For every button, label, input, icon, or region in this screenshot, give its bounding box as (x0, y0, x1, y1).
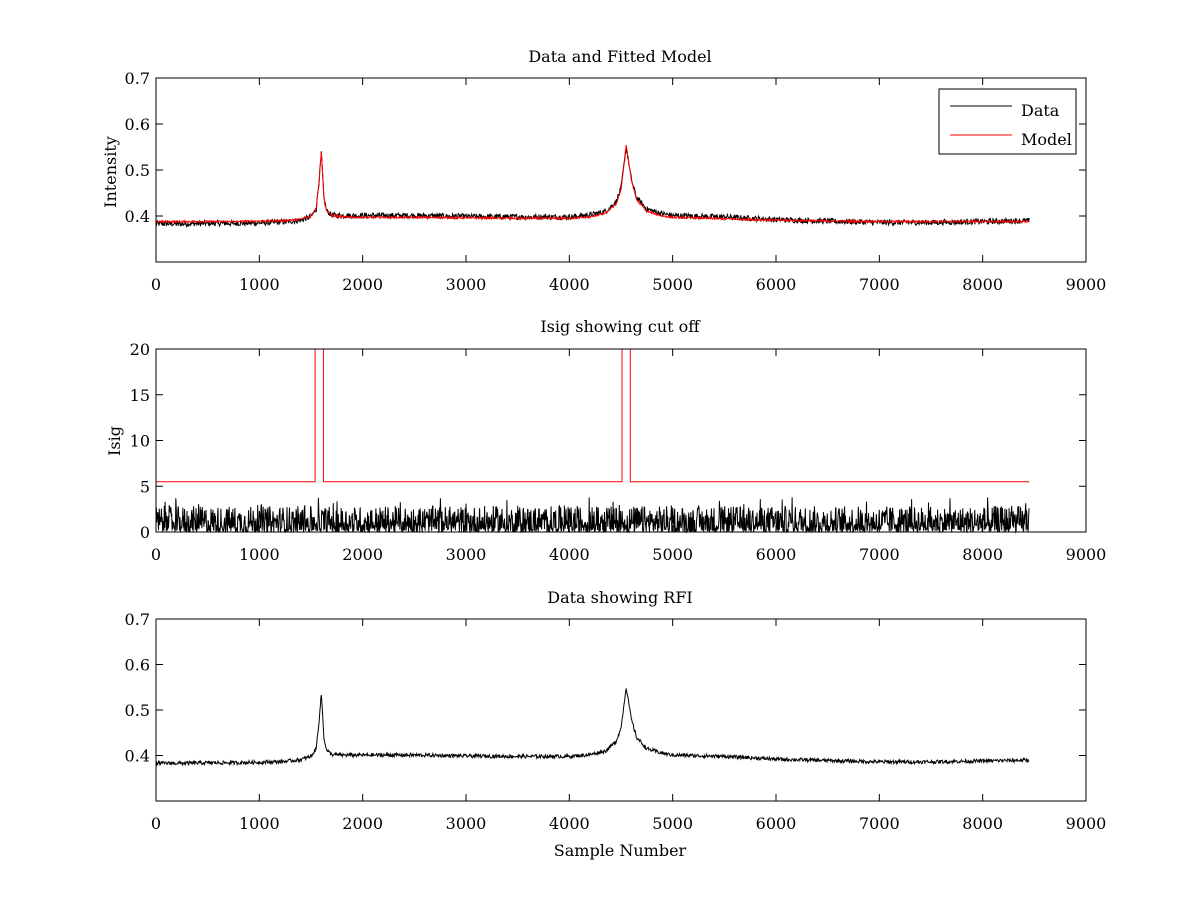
x-tick-label: 5000 (652, 814, 693, 833)
panel-2-series (155, 348, 1030, 534)
y-tick-label: 0.6 (125, 656, 150, 675)
x-tick-label: 0 (151, 814, 161, 833)
panel-2: Isig showing cut off Isig 0 1000 2000 3000 4… (105, 317, 1106, 564)
y-tick-label: 5 (140, 477, 150, 496)
panel-2-ticks: 0 1000 2000 3000 4000 5000 6000 7000 8000 9000 0 5 1… (130, 340, 1107, 564)
y-tick-label: 20 (130, 340, 150, 359)
panel-2-title: Isig showing cut off (540, 317, 701, 336)
panel-1-series (155, 145, 1030, 229)
x-tick-label: 9000 (1066, 275, 1107, 294)
panel-1-ylabel: Intensity (101, 136, 120, 208)
panel-2-axes-box (155, 348, 1087, 533)
legend-box (938, 88, 1077, 155)
series-line-red (156, 348, 1030, 483)
panel-1-axes-box (155, 77, 1087, 263)
x-tick-label: 3000 (446, 545, 487, 564)
y-tick-label: 0.7 (125, 69, 150, 88)
x-tick-label: 7000 (859, 545, 900, 564)
x-tick-label: 6000 (756, 545, 797, 564)
x-tick-label: 9000 (1066, 545, 1107, 564)
x-tick-label: 2000 (342, 814, 383, 833)
x-tick-label: 8000 (962, 814, 1003, 833)
y-tick-label: 0.7 (125, 610, 150, 629)
x-tick-label: 7000 (859, 814, 900, 833)
x-tick-label: 2000 (342, 275, 383, 294)
x-tick-label: 6000 (756, 814, 797, 833)
x-tick-label: 7000 (859, 275, 900, 294)
x-tick-label: 0 (151, 545, 161, 564)
x-tick-label: 9000 (1066, 814, 1107, 833)
legend-label-model: Model (1021, 130, 1072, 149)
panel-3-title: Data showing RFI (547, 588, 692, 607)
panel-3-axes-box (155, 618, 1087, 802)
x-tick-label: 4000 (549, 275, 590, 294)
x-tick-label: 8000 (962, 275, 1003, 294)
series-line-black (155, 688, 1030, 767)
y-tick-label: 0.5 (125, 701, 150, 720)
panel-3-xlabel: Sample Number (554, 841, 687, 860)
x-tick-label: 4000 (549, 545, 590, 564)
x-tick-label: 0 (151, 275, 161, 294)
panel-1-legend: Data Model (938, 88, 1077, 155)
y-tick-label: 0 (140, 523, 150, 542)
x-tick-label: 2000 (342, 545, 383, 564)
y-tick-label: 15 (130, 386, 150, 405)
y-tick-label: 0.6 (125, 115, 150, 134)
panel-1-title: Data and Fitted Model (528, 47, 711, 66)
y-tick-label: 0.5 (125, 161, 150, 180)
panel-3: Data showing RFI Sample Number 0 1000 2000… (125, 588, 1107, 860)
x-tick-label: 4000 (549, 814, 590, 833)
panel-2-ylabel: Isig (105, 426, 124, 456)
x-tick-label: 3000 (446, 814, 487, 833)
x-tick-label: 5000 (652, 545, 693, 564)
panel-1-ticks: 0 1000 2000 3000 4000 5000 6000 7000 8000 9000 0.4… (125, 69, 1107, 294)
y-tick-label: 10 (130, 432, 150, 451)
legend-label-data: Data (1021, 101, 1060, 120)
x-tick-label: 1000 (239, 275, 280, 294)
x-tick-label: 6000 (756, 275, 797, 294)
x-tick-label: 3000 (446, 275, 487, 294)
x-tick-label: 8000 (962, 545, 1003, 564)
panel-1: Data and Fitted Model Intensity 0 1000 200… (101, 47, 1106, 294)
y-tick-label: 0.4 (125, 747, 150, 766)
x-tick-label: 1000 (239, 814, 280, 833)
x-tick-label: 5000 (652, 275, 693, 294)
panel-3-series (155, 688, 1030, 767)
series-line-black (155, 497, 1030, 534)
y-tick-label: 0.4 (125, 207, 150, 226)
series-line-model (155, 145, 1030, 225)
x-tick-label: 1000 (239, 545, 280, 564)
